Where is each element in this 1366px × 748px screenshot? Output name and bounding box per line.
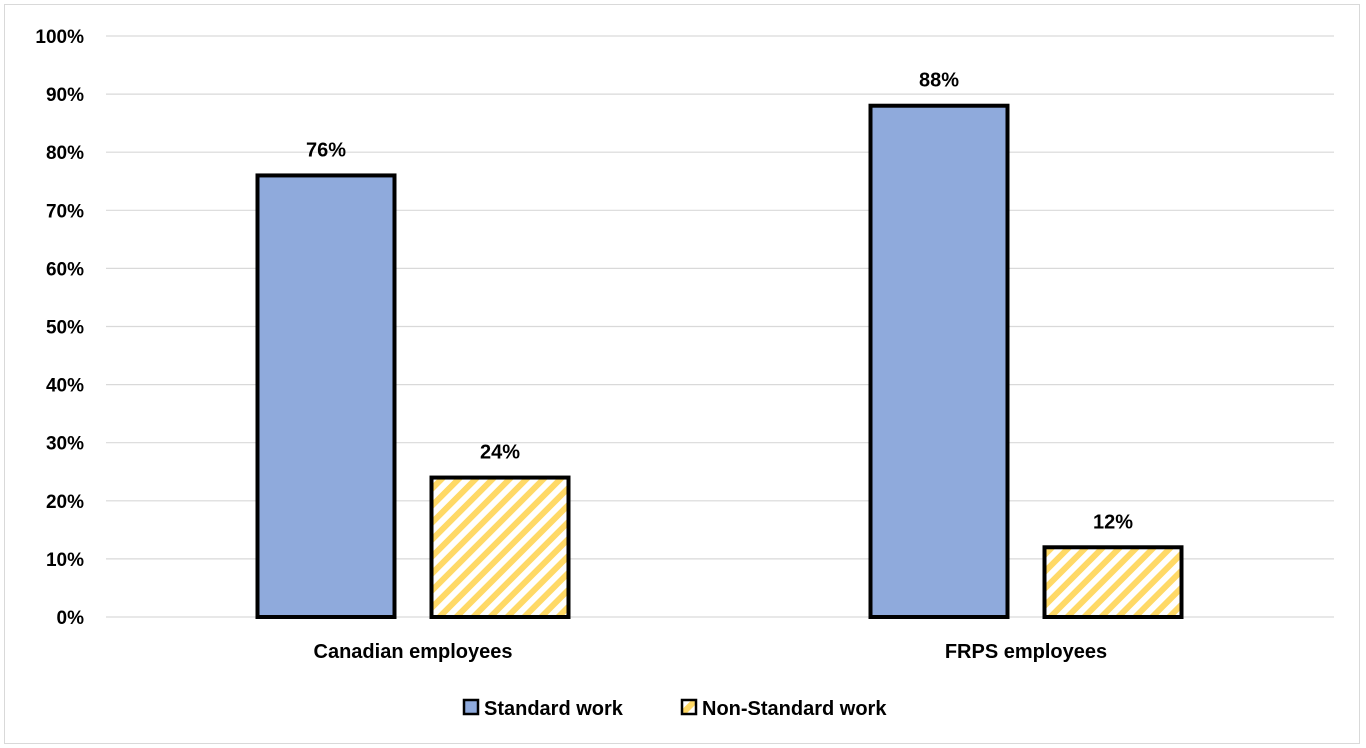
y-tick-label: 30% [46, 434, 84, 455]
y-tick-label: 90% [46, 85, 84, 106]
legend-label: Non-Standard work [702, 698, 887, 720]
x-axis-category-labels: Canadian employees FRPS employees [314, 641, 1108, 663]
legend-label: Standard work [484, 698, 624, 720]
y-tick-label: 60% [46, 259, 84, 280]
data-label: 12% [1093, 511, 1133, 533]
bars [255, 103, 1184, 620]
bar-non-standard-work [1042, 545, 1184, 620]
chart-frame [4, 4, 1360, 744]
y-tick-label: 80% [46, 143, 84, 164]
y-tick-label: 10% [46, 550, 84, 571]
data-label: 24% [480, 442, 520, 464]
data-labels: 76% 88% 24% 12% [306, 70, 1133, 534]
data-label: 88% [919, 70, 959, 92]
bar-standard-work [868, 103, 1010, 619]
category-label: FRPS employees [945, 641, 1107, 663]
legend-swatch [462, 698, 480, 716]
legend: Standard work Non-Standard work [462, 698, 887, 720]
y-tick-label: 50% [46, 318, 84, 339]
y-tick-label: 20% [46, 492, 84, 513]
y-tick-label: 100% [35, 27, 84, 48]
legend-swatch [680, 698, 698, 716]
y-tick-label: 40% [46, 376, 84, 397]
bar-non-standard-work [429, 475, 571, 619]
data-label: 76% [306, 139, 346, 161]
y-tick-label: 0% [57, 608, 85, 629]
y-axis-tick-labels: 0% 10% 20% 30% 40% 50% 60% 70% 80% 90% 100% [35, 27, 84, 629]
y-tick-label: 70% [46, 201, 84, 222]
category-label: Canadian employees [314, 641, 513, 663]
bar-standard-work [255, 173, 397, 619]
